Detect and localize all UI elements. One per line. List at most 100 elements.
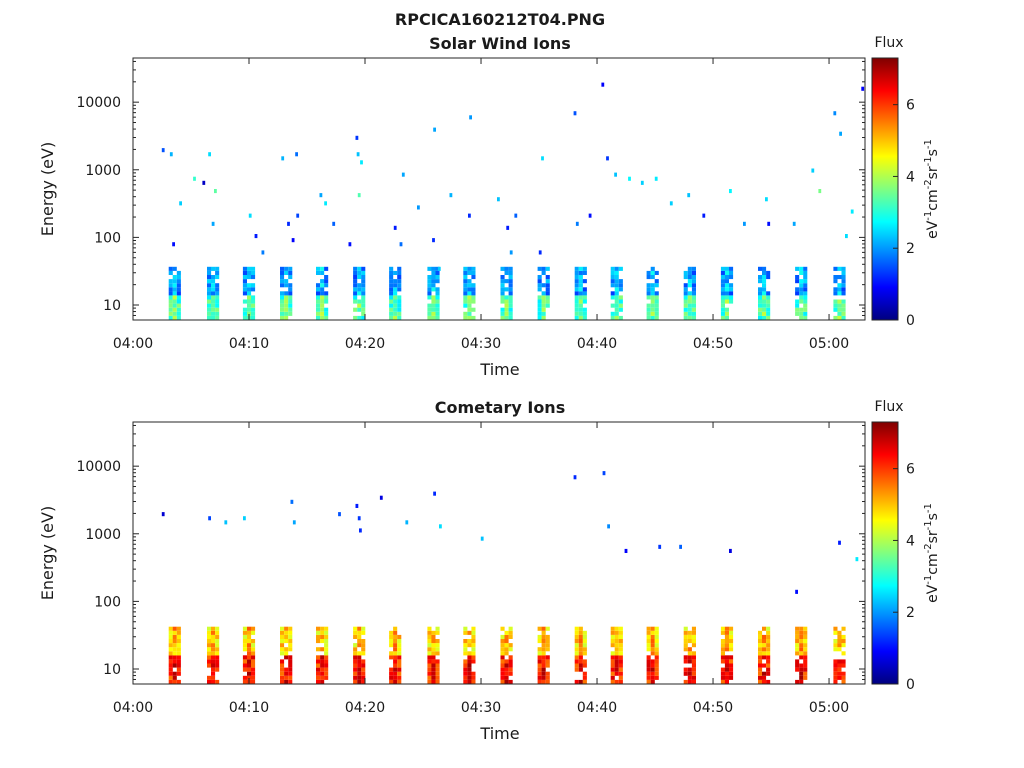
flux-cell — [833, 647, 838, 652]
flux-cell — [247, 671, 252, 676]
flux-cell — [795, 311, 800, 316]
flux-cell — [762, 315, 767, 320]
flux-cell — [500, 287, 505, 292]
flux-cell — [215, 307, 220, 312]
flux-cell — [758, 679, 763, 684]
flux-cell — [389, 630, 394, 635]
flux-cell — [324, 266, 329, 271]
flux-cell — [766, 659, 771, 664]
flux-point — [602, 471, 606, 476]
flux-point — [845, 234, 848, 239]
flux-cell — [176, 663, 181, 668]
unit-base: s — [925, 513, 941, 520]
flux-cell — [537, 667, 542, 672]
flux-cell — [471, 671, 476, 676]
flux-cell — [683, 299, 688, 304]
flux-cell — [646, 667, 651, 672]
unit-base: cm — [925, 189, 941, 210]
flux-cell — [463, 675, 468, 680]
flux-point — [624, 548, 628, 553]
flux-cell — [463, 671, 468, 676]
flux-cell — [435, 307, 440, 312]
flux-cell — [504, 315, 509, 320]
flux-cell — [316, 291, 321, 296]
flux-cell — [724, 283, 729, 288]
flux-cell — [683, 667, 688, 672]
flux-cell — [361, 311, 366, 316]
y-tick-label: 10000 — [76, 95, 121, 111]
flux-cell — [251, 307, 256, 312]
flux-cell — [537, 307, 542, 312]
flux-cell — [646, 630, 651, 635]
flux-cell — [841, 270, 846, 275]
flux-cell — [541, 643, 546, 648]
flux-cell — [837, 275, 842, 280]
flux-cell — [803, 651, 808, 656]
flux-cell — [176, 651, 181, 656]
flux-cell — [215, 667, 220, 672]
flux-cell — [320, 663, 325, 668]
flux-cell — [720, 667, 725, 672]
flux-cell — [508, 667, 513, 672]
flux-point — [292, 520, 296, 525]
flux-cell — [724, 675, 729, 680]
flux-cell — [471, 643, 476, 648]
flux-cell — [691, 679, 696, 684]
flux-cell — [582, 307, 587, 312]
flux-cell — [361, 643, 366, 648]
flux-cell — [280, 675, 285, 680]
flux-cell — [247, 630, 252, 635]
flux-cell — [833, 315, 838, 320]
flux-cell — [729, 626, 734, 631]
flux-cell — [654, 651, 659, 656]
colorbar-gradient — [871, 421, 899, 685]
flux-cell — [471, 291, 476, 296]
flux-cell — [799, 299, 804, 304]
flux-cell — [288, 275, 293, 280]
flux-cell — [471, 679, 476, 684]
flux-cell — [833, 287, 838, 292]
flux-cell — [251, 275, 256, 280]
flux-cell — [766, 667, 771, 672]
flux-cell — [427, 647, 432, 652]
flux-cell — [545, 291, 550, 296]
colorbar-tick-label: 0 — [906, 677, 915, 693]
flux-point — [254, 234, 258, 239]
flux-point — [767, 221, 771, 226]
flux-cell — [207, 626, 212, 631]
flux-cell — [758, 291, 763, 296]
flux-cell — [720, 311, 725, 316]
flux-cell — [837, 643, 842, 648]
flux-cell — [610, 266, 615, 271]
flux-cell — [578, 639, 583, 644]
flux-cell — [168, 647, 173, 652]
flux-cell — [397, 655, 402, 660]
flux-cell — [353, 651, 358, 656]
flux-cell — [654, 630, 659, 635]
flux-cell — [541, 303, 546, 308]
flux-cell — [500, 667, 505, 672]
flux-cell — [720, 283, 725, 288]
flux-cell — [207, 679, 212, 684]
flux-cell — [435, 679, 440, 684]
flux-cell — [803, 307, 808, 312]
flux-cell — [397, 287, 402, 292]
flux-cell — [541, 291, 546, 296]
flux-cell — [799, 639, 804, 644]
flux-cell — [758, 299, 763, 304]
flux-cell — [545, 275, 550, 280]
flux-point — [850, 209, 854, 214]
flux-point — [348, 242, 352, 247]
flux-cell — [729, 655, 734, 660]
flux-cell — [463, 275, 468, 280]
flux-cell — [537, 651, 542, 656]
flux-point — [614, 172, 617, 177]
flux-cell — [729, 266, 734, 271]
flux-cell — [467, 299, 472, 304]
flux-cell — [610, 634, 615, 639]
flux-cell — [545, 283, 550, 288]
flux-cell — [397, 639, 402, 644]
flux-cell — [687, 679, 692, 684]
flux-cell — [397, 295, 402, 300]
flux-cell — [803, 655, 808, 660]
